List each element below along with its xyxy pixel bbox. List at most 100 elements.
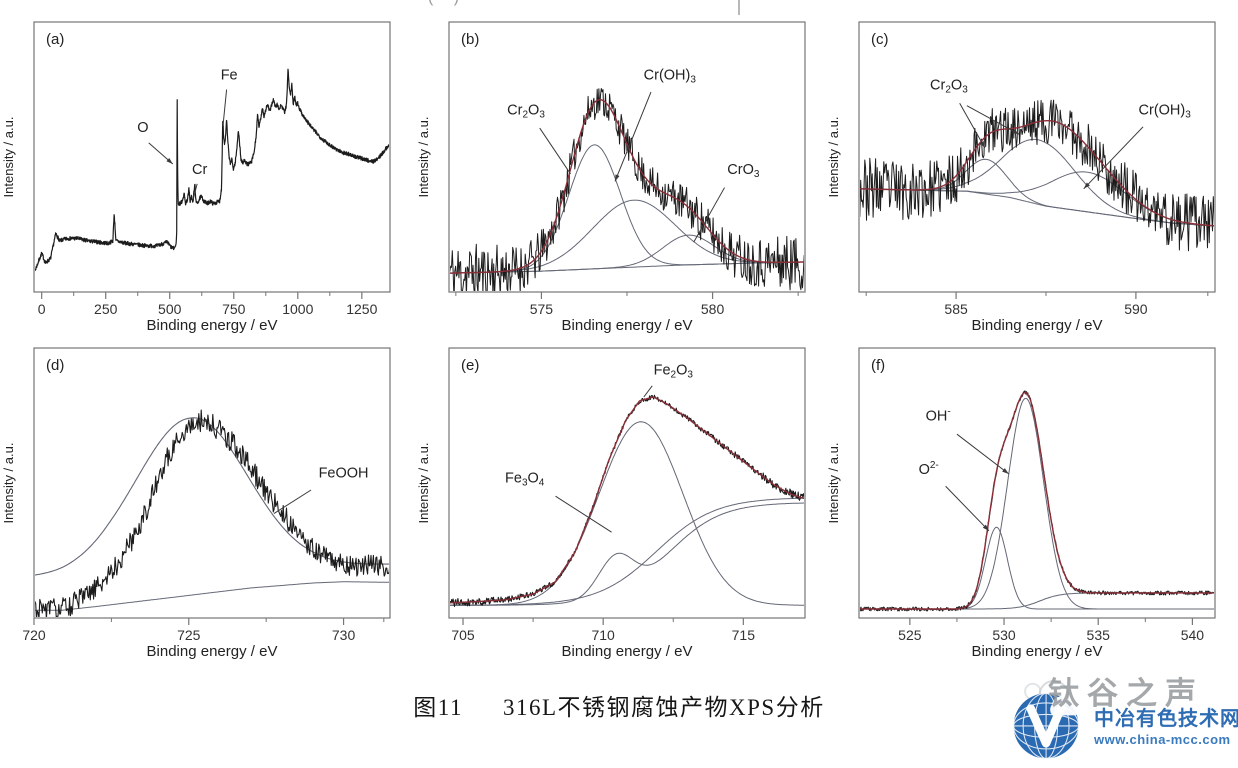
series-group (860, 390, 1214, 612)
x-axis-ticks: 585 590 (865, 292, 1209, 317)
annotation-arrowhead-peak-O (166, 158, 173, 164)
x-tick-label: 725 (177, 627, 201, 643)
x-tick-label: 705 (451, 627, 475, 643)
series-background (35, 581, 389, 611)
panel-label: (d) (46, 357, 64, 374)
annotation-line-Cr2O3 (966, 105, 1020, 135)
site-name: 中冶有色技术网 (1094, 707, 1238, 730)
annotation-line-Cr2O3 (539, 127, 571, 175)
plot-frame (448, 21, 806, 293)
series-envelope-fit (450, 396, 804, 604)
x-tick-label: 1250 (346, 301, 377, 317)
series-measured-data (450, 88, 804, 291)
x-tick-label: 540 (1181, 627, 1205, 643)
annotation-Cr2O3: Cr2O3 (930, 78, 968, 96)
plot-a: 0 250 500 750 1000 1250 Binding energy / eV Int… (1, 21, 391, 334)
series-group (450, 88, 804, 291)
x-tick-label: 530 (992, 627, 1016, 643)
x-tick-label: 250 (94, 301, 118, 317)
series-survey-spectrum (35, 68, 389, 273)
watermark-text: 钛谷之声 (1048, 676, 1204, 711)
x-tick-label: 590 (1124, 301, 1148, 317)
plot-e: 705 710 715 Binding energy / eV Intensity / … (416, 347, 806, 660)
panel-label: (f) (871, 357, 885, 374)
logo-text-block: 中冶有色技术网 www.china-mcc.com (1094, 702, 1238, 747)
y-axis-title: Intensity / a.u. (1, 117, 16, 198)
x-tick-label: 500 (158, 301, 182, 317)
x-tick-label: 715 (732, 627, 756, 643)
annotation-O2: O2- (919, 460, 939, 478)
x-axis-title: Binding energy / eV (972, 317, 1103, 334)
x-axis-ticks: 525 530 535 540 (898, 618, 1204, 643)
annotation-Fe2O3: Fe2O3 (654, 363, 694, 381)
plot-frame (858, 21, 1216, 293)
x-tick-label: 720 (22, 627, 46, 643)
series-Fe3O4-component (450, 502, 804, 606)
figure-title: 316L不锈钢腐蚀产物XPS分析 (502, 695, 825, 720)
annotation-Cr2O3: Cr2O3 (507, 102, 545, 120)
x-tick-label: 580 (701, 301, 725, 317)
annotation-line-peak-Fe (222, 89, 228, 126)
series-group (860, 99, 1214, 252)
x-axis-title: Binding energy / eV (147, 317, 278, 334)
annotation-line-CrO3 (693, 187, 725, 243)
x-tick-label: 710 (591, 627, 615, 643)
xps-panel-f: 525 530 535 540 Binding energy / eV Intensity… (825, 336, 1225, 662)
panel-label: (b) (461, 31, 479, 48)
annotation-line-peak-Cr (192, 183, 198, 199)
series-envelope-fit (860, 120, 1214, 227)
annotation-peak-Fe: Fe (221, 68, 238, 84)
annotation-CrO3: CrO3 (727, 162, 760, 180)
y-axis-title: Intensity / a.u. (416, 117, 431, 198)
plot-d: 720 725 730 Binding energy / eV Intensity / … (1, 347, 391, 660)
annotation-line-CrOH3 (1083, 126, 1144, 190)
annotation-arrowhead-OH (1002, 468, 1009, 474)
panel-label: (c) (871, 31, 889, 48)
x-axis-title: Binding energy / eV (562, 317, 693, 334)
series-background (860, 592, 1214, 610)
x-axis-title: Binding energy / eV (147, 643, 278, 660)
xps-panel-d: 720 725 730 Binding energy / eV Intensity / … (0, 336, 400, 662)
site-logo: 中冶有色技术网 www.china-mcc.com (1004, 680, 1238, 768)
y-axis-title: Intensity / a.u. (1, 443, 16, 524)
annotation-arrowhead-Cr2O3 (1012, 129, 1019, 135)
series-group (450, 394, 804, 607)
x-tick-label: 535 (1087, 627, 1111, 643)
annotation-arrowhead-O2 (982, 524, 989, 531)
annotation-peak-O: O (137, 120, 148, 136)
annotation-OH: OH- (926, 407, 951, 425)
plot-f: 525 530 535 540 Binding energy / eV Intensity… (826, 347, 1216, 660)
figure-caption: 图11 316L不锈钢腐蚀产物XPS分析 (0, 688, 1238, 722)
annotation-line-CrOH3 (614, 91, 652, 182)
x-tick-label: 0 (38, 301, 46, 317)
annotation-peak-Cr: Cr (192, 162, 207, 178)
series-FeOOH-fit (35, 417, 389, 576)
figure-number: 图11 (413, 695, 463, 720)
globe-logo-icon (1013, 680, 1080, 759)
series-O2-component (860, 526, 1214, 610)
annotation-arrowhead-CrOH3 (1083, 182, 1090, 189)
x-tick-label: 525 (898, 627, 922, 643)
crop-artifact-text: ( ) (428, 0, 467, 6)
y-axis-title: Intensity / a.u. (826, 117, 841, 198)
annotation-line-O2 (945, 485, 990, 532)
y-axis-title: Intensity / a.u. (826, 443, 841, 524)
x-axis-title: Binding energy / eV (972, 643, 1103, 660)
site-url: www.china-mcc.com (1094, 731, 1231, 747)
xps-panel-b: 575 580 Binding energy / eV Intensity / a.u… (415, 10, 815, 336)
series-envelope-fit (450, 99, 804, 274)
annotation-CrOH3: Cr(OH)3 (644, 68, 697, 86)
x-axis-ticks: 0 250 500 750 1000 1250 (38, 292, 378, 317)
series-measured-data (860, 390, 1214, 612)
annotation-arrowhead-Cr2O3 (979, 141, 985, 148)
panel-label: (e) (461, 357, 479, 374)
logo-cloud-shape (1050, 696, 1079, 716)
plot-c: 585 590 Binding energy / eV Intensity / a.u… (826, 21, 1216, 334)
annotation-CrOH3: Cr(OH)3 (1139, 102, 1192, 120)
annotation-line-OH (956, 433, 1010, 475)
x-axis-ticks: 575 580 (455, 292, 799, 317)
x-tick-label: 730 (332, 627, 356, 643)
xps-panel-c: 585 590 Binding energy / eV Intensity / a.u… (825, 10, 1225, 336)
series-envelope-fit (860, 391, 1214, 610)
